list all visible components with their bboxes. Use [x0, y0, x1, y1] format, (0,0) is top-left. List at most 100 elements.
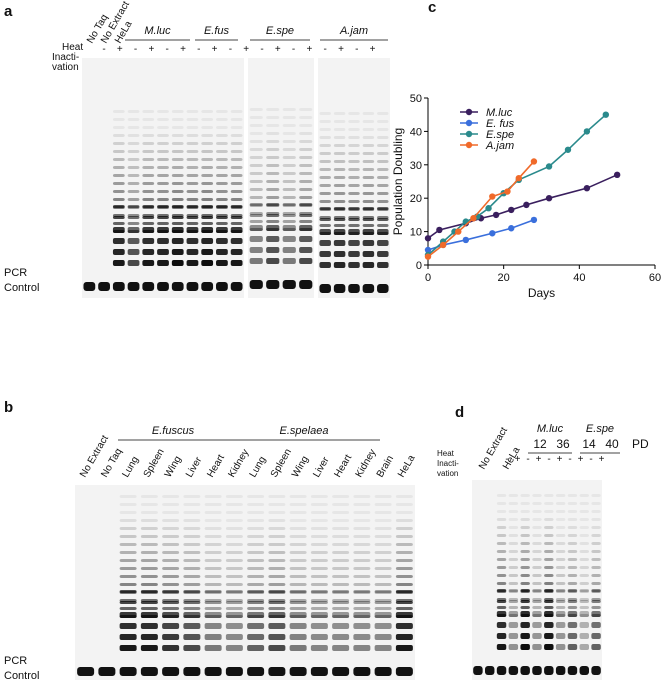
band: [532, 502, 542, 505]
band: [247, 535, 265, 538]
band: [225, 543, 243, 546]
band: [332, 615, 350, 618]
band: [591, 614, 601, 617]
band: [230, 174, 243, 177]
band: [299, 196, 313, 199]
band: [225, 575, 243, 578]
band: [249, 140, 263, 143]
band: [162, 590, 180, 593]
band: [532, 614, 542, 617]
band: [348, 176, 360, 179]
band: [140, 634, 158, 640]
band: [201, 158, 214, 161]
band: [204, 535, 222, 538]
band: [112, 166, 125, 169]
band: [289, 583, 307, 586]
band: [508, 582, 519, 585]
control-band: [520, 666, 530, 675]
group-label: E.fuscus: [152, 425, 195, 437]
band: [247, 511, 265, 514]
band: [225, 567, 243, 570]
band: [119, 575, 137, 578]
band: [591, 534, 601, 537]
band: [532, 566, 542, 569]
band: [201, 118, 214, 121]
band: [112, 134, 125, 137]
band: [268, 527, 286, 530]
band: [353, 634, 371, 640]
band: [310, 511, 328, 514]
control-band: [377, 284, 389, 293]
band: [183, 590, 201, 593]
band: [289, 527, 307, 530]
gel: [472, 480, 602, 680]
band: [204, 527, 222, 530]
band: [374, 519, 392, 522]
band: [362, 216, 375, 219]
band: [216, 166, 228, 169]
band: [555, 494, 566, 497]
band: [348, 136, 360, 139]
control-band: [140, 667, 158, 676]
band: [508, 633, 519, 639]
band: [310, 559, 328, 562]
band: [362, 136, 375, 139]
band: [162, 623, 180, 629]
band: [362, 112, 375, 115]
band: [249, 236, 263, 242]
sign: -: [197, 44, 200, 55]
band: [555, 542, 566, 545]
panel-label: a: [4, 3, 13, 20]
y-tick-label: 20: [410, 193, 422, 205]
band: [520, 590, 530, 593]
band: [310, 590, 328, 593]
sign: -: [526, 454, 529, 465]
band: [282, 116, 296, 119]
band: [171, 222, 184, 225]
band: [395, 543, 413, 546]
band: [348, 192, 360, 195]
band: [249, 203, 263, 206]
lane-label: Wing: [290, 454, 311, 479]
point: [613, 171, 621, 179]
band: [374, 590, 392, 593]
band: [310, 599, 328, 602]
band: [266, 196, 280, 199]
band: [299, 203, 313, 206]
band: [204, 503, 222, 506]
band: [157, 190, 169, 193]
lane-label: HeLa: [396, 453, 418, 480]
band: [299, 228, 313, 231]
band: [157, 134, 169, 137]
band: [183, 601, 201, 604]
band: [567, 494, 578, 497]
band: [332, 590, 350, 593]
band: [319, 262, 331, 268]
point: [515, 174, 522, 182]
band: [555, 502, 566, 505]
lane-label: Liver: [311, 455, 332, 480]
band: [171, 118, 184, 121]
band: [266, 116, 280, 119]
band: [555, 526, 566, 529]
band: [377, 144, 389, 147]
pd-value: 12: [533, 437, 547, 451]
band: [353, 623, 371, 629]
band: [216, 158, 228, 161]
band: [249, 124, 263, 127]
band: [332, 535, 350, 538]
band: [249, 212, 263, 215]
band: [332, 495, 350, 498]
band: [374, 543, 392, 546]
band: [119, 503, 137, 506]
band: [496, 542, 507, 545]
band: [112, 126, 125, 129]
control-band: [247, 667, 265, 676]
band: [591, 600, 601, 603]
group-label: M.luc: [537, 423, 564, 435]
band: [299, 214, 313, 217]
panel-label: b: [4, 399, 13, 416]
band: [353, 601, 371, 604]
band: [282, 156, 296, 159]
group-label: M.luc: [144, 25, 171, 37]
